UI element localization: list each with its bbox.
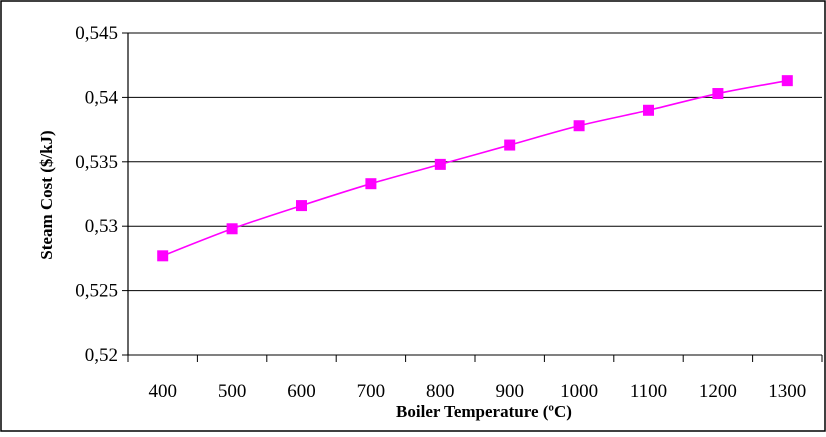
data-point-marker: [781, 75, 793, 87]
x-tick-label: 500: [218, 381, 247, 402]
data-point-marker: [296, 200, 307, 212]
x-tick-label: 1200: [699, 381, 737, 402]
data-point-marker: [434, 158, 446, 170]
x-tick-label: 400: [148, 381, 177, 402]
x-tick-label: 900: [495, 381, 524, 402]
data-point-marker: [157, 250, 169, 262]
axes: [122, 32, 823, 362]
x-tick-label: 1300: [768, 381, 806, 402]
x-tick-label: 1000: [560, 381, 598, 402]
x-tick-labels: 400 500 600 700 800 900 1000 1100 1200 1300: [148, 381, 806, 402]
data-point-marker: [226, 223, 238, 235]
y-axis-title: Steam Cost ($/kJ): [37, 130, 56, 259]
x-tick-label: 800: [426, 381, 455, 402]
y-tick-label: 0,545: [75, 23, 118, 44]
x-axis-title: Boiler Temperature (ºC): [396, 402, 572, 421]
x-tick-label: 700: [357, 381, 386, 402]
x-tick-label: 1100: [630, 381, 667, 402]
x-tick-label: 600: [287, 381, 316, 402]
data-point-marker: [712, 88, 724, 100]
data-point-marker: [504, 139, 516, 151]
y-tick-label: 0,53: [85, 216, 118, 237]
series-line: [162, 79, 788, 257]
gridlines: [128, 32, 822, 356]
series: [157, 75, 793, 262]
y-tick-label: 0,54: [85, 87, 119, 108]
data-point-marker: [643, 104, 654, 116]
data-point-marker: [573, 120, 585, 132]
data-point-marker: [365, 178, 377, 190]
y-tick-label: 0,52: [85, 345, 118, 366]
y-tick-labels: 0,52 0,525 0,53 0,535 0,54 0,545: [75, 23, 118, 366]
y-tick-label: 0,535: [75, 152, 118, 173]
y-tick-label: 0,525: [75, 281, 118, 302]
